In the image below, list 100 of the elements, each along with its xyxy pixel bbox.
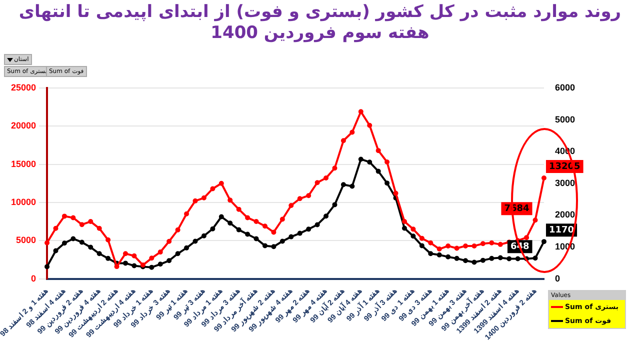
point [306,226,312,232]
point [70,215,76,220]
y2-tick-label: 0 [554,273,560,284]
point [393,190,398,196]
point [166,258,172,264]
point [454,256,460,261]
y2-tick-label: 6000 [554,82,576,92]
point [515,256,520,262]
point [262,224,268,229]
point [358,109,364,114]
point [541,239,546,244]
y-tick-label: 0 [31,273,36,284]
point [210,226,216,232]
y-tick-label: 25000 [10,82,36,92]
point [62,240,67,246]
point [402,226,407,231]
point [228,198,233,203]
point [402,219,407,224]
point [280,238,285,244]
point [166,238,172,244]
point [280,216,285,222]
point [384,180,390,186]
point [489,240,494,246]
point [436,252,442,258]
point [62,214,67,219]
point [218,214,224,220]
point [245,232,250,237]
point [201,195,206,200]
point [70,236,76,242]
point [271,244,276,250]
point [236,227,242,232]
point [350,130,355,135]
y2-tick-label: 3000 [554,178,576,188]
point [175,251,180,256]
point [184,211,190,216]
y-tick-label: 10000 [10,196,36,207]
point [480,258,486,263]
point [340,138,346,144]
point [271,230,276,235]
point [376,168,381,174]
point [532,218,538,223]
point [96,251,102,256]
point [297,196,302,202]
data-label: 1170 [548,225,574,236]
point [44,240,50,246]
point [288,234,294,240]
point [297,230,302,236]
point [463,243,468,248]
point [428,251,434,256]
point [324,176,329,181]
point [192,238,198,244]
point [201,233,206,238]
point [376,148,381,154]
point [358,156,364,162]
point [498,242,503,247]
chart-title: روند موارد مثبت در کل کشور (بستری و فوت) از ابتدای اپیدمی تا انتهای هفته سوم فروردین 1400 [18,2,622,44]
point [454,246,460,251]
point [53,226,58,231]
point [306,193,312,198]
point [436,246,442,252]
point [106,256,111,261]
point [419,236,424,241]
y-tick-label: 20000 [10,120,36,131]
point [384,160,390,165]
point [184,245,190,250]
point [428,240,434,246]
point [218,180,224,186]
point [367,160,372,165]
point [367,122,372,128]
point [463,258,468,264]
point [332,166,338,171]
point [122,251,128,256]
point [314,222,320,228]
point [96,226,102,231]
point [236,206,242,212]
point [446,254,451,260]
point [410,226,416,232]
point [245,215,250,220]
point [332,202,338,208]
point [158,262,163,267]
y-tick-label: 5000 [16,235,36,246]
point [419,243,424,248]
point [410,234,416,239]
point [472,243,477,248]
point [228,220,233,226]
point [532,256,538,261]
point [480,241,486,246]
point [254,219,259,224]
point [175,227,180,232]
point [324,214,329,219]
point [44,264,50,270]
point [506,256,512,262]
y2-tick-label: 5000 [554,114,576,124]
point [446,243,451,248]
point [350,184,355,189]
point [79,222,84,228]
y2-tick-label: 2000 [554,210,576,220]
point [192,198,198,204]
point [262,243,268,248]
point [210,186,216,192]
